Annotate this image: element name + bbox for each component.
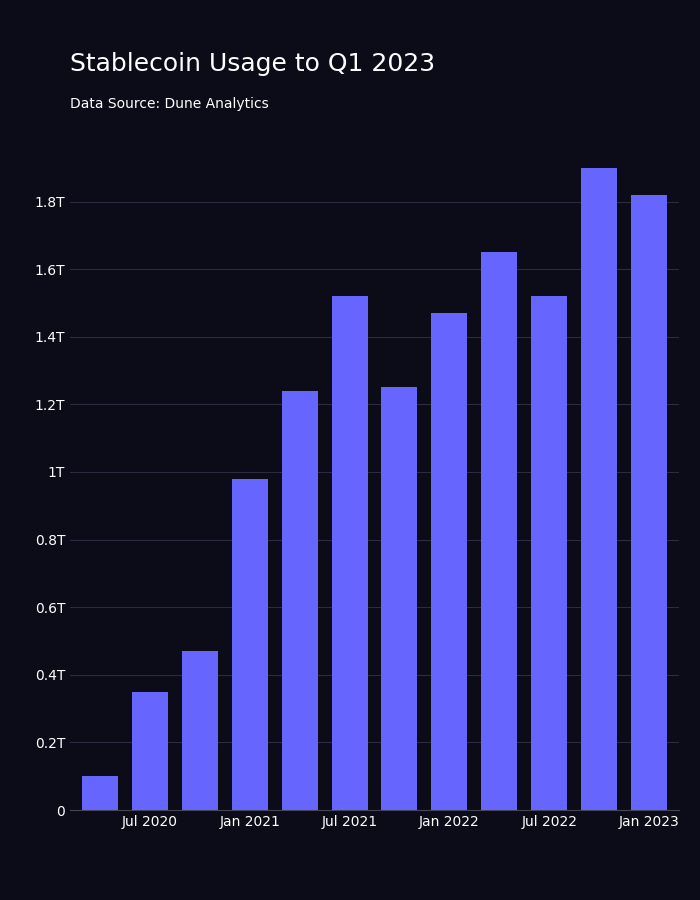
Bar	[82, 776, 118, 810]
Bar	[132, 692, 168, 810]
Text: Data Source: Dune Analytics: Data Source: Dune Analytics	[70, 97, 269, 112]
Bar	[631, 194, 667, 810]
Bar	[482, 252, 517, 810]
Bar	[431, 313, 468, 810]
Bar	[581, 167, 617, 810]
Bar	[531, 296, 567, 810]
Bar	[281, 391, 318, 810]
Bar	[232, 479, 267, 810]
Bar	[332, 296, 368, 810]
Bar	[382, 387, 417, 810]
Text: Stablecoin Usage to Q1 2023: Stablecoin Usage to Q1 2023	[70, 52, 435, 76]
Bar	[182, 651, 218, 810]
